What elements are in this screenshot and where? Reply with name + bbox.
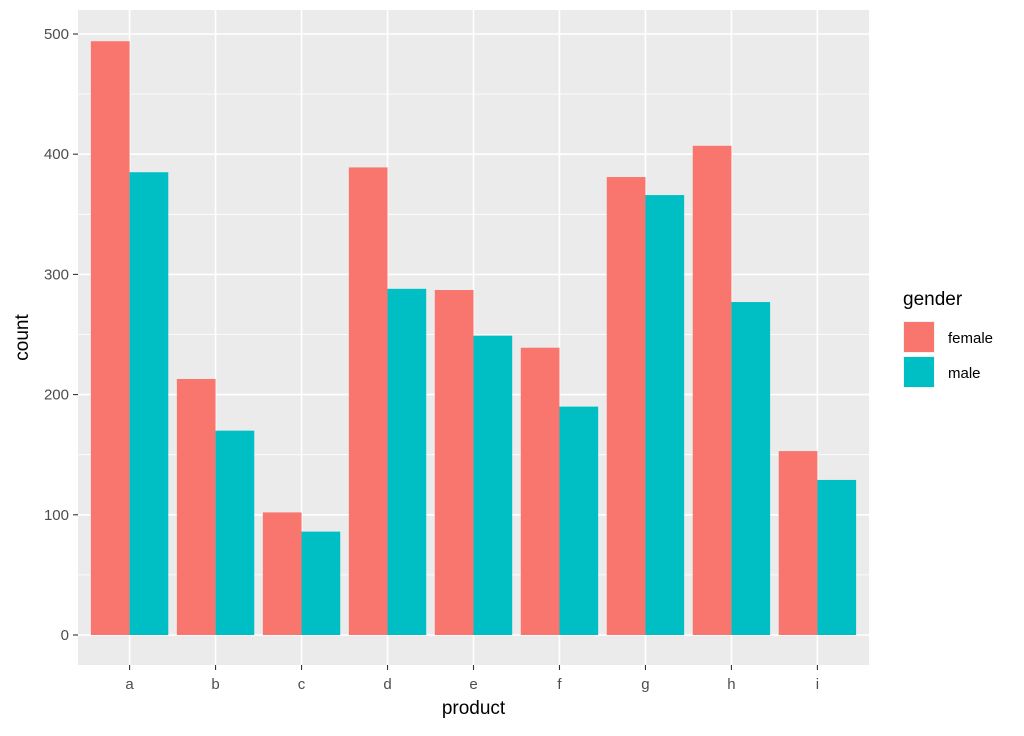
bar-female-g [606, 177, 646, 635]
legend-title: gender [903, 289, 963, 310]
y-axis-title: count [12, 314, 33, 361]
bar-male-h [731, 302, 771, 635]
bars-layer [90, 41, 857, 636]
y-tick-label: 400 [44, 146, 69, 163]
legend: gender female male [903, 289, 993, 388]
bar-female-h [692, 145, 732, 635]
bar-male-a [129, 172, 169, 636]
legend-label-female: female [948, 330, 993, 347]
bar-male-e [473, 335, 513, 635]
bar-female-i [778, 451, 818, 635]
x-tick-label: h [727, 676, 735, 693]
bar-male-b [215, 430, 255, 635]
bar-male-f [559, 406, 599, 635]
bar-female-c [262, 512, 302, 635]
bar-female-b [176, 378, 216, 635]
bar-male-i [817, 479, 857, 635]
bar-female-a [90, 41, 130, 636]
bar-female-d [348, 167, 388, 635]
x-tick-label: a [125, 676, 134, 693]
x-tick-label: g [641, 676, 649, 693]
y-tick-label: 0 [61, 627, 69, 644]
bar-male-c [301, 531, 341, 635]
x-tick-label: d [383, 676, 391, 693]
x-tick-label: e [469, 676, 477, 693]
y-axis: 0 100 200 300 400 500 [44, 26, 78, 644]
bar-male-d [387, 288, 427, 635]
legend-swatch-female [904, 322, 934, 352]
x-axis-title: product [442, 698, 506, 719]
legend-swatch-male [904, 357, 934, 387]
y-tick-label: 500 [44, 26, 69, 43]
x-tick-label: i [816, 676, 819, 693]
bar-male-g [645, 195, 685, 635]
x-axis: a b c d e f g h i [125, 665, 819, 693]
y-tick-label: 200 [44, 387, 69, 404]
bar-female-e [434, 290, 474, 635]
x-tick-label: f [557, 676, 562, 693]
legend-label-male: male [948, 365, 981, 382]
bar-female-f [520, 347, 560, 635]
y-tick-label: 100 [44, 507, 69, 524]
y-tick-label: 300 [44, 266, 69, 283]
x-tick-label: b [211, 676, 219, 693]
legend-items: female male [903, 321, 993, 388]
x-tick-label: c [298, 676, 306, 693]
